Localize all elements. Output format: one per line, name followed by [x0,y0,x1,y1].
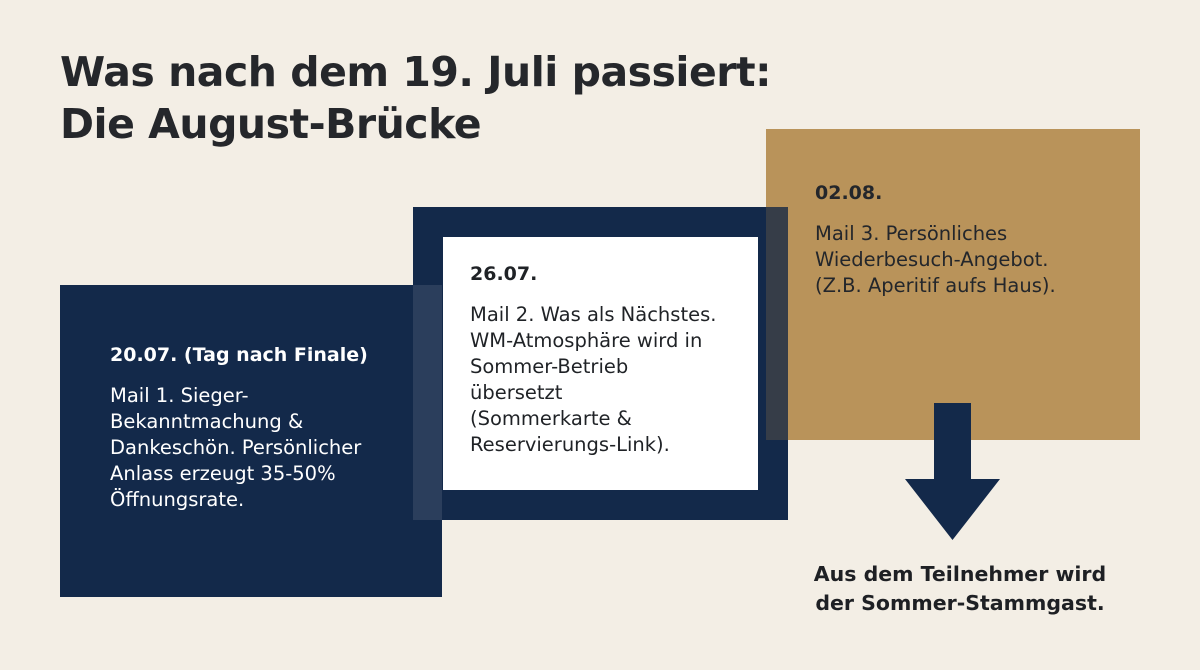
page-title-line-2: Die August-Brücke [60,100,482,148]
step-3-text: Mail 3. Persönliches Wiederbesuch-Angebo… [815,221,1120,299]
step-2-text-line: Sommer-Betrieb [470,355,629,378]
page-title: Was nach dem 19. Juli passiert: Die Augu… [60,46,772,150]
step-1-text-line: Bekanntmachung & [110,410,304,433]
step-box-3: 02.08. Mail 3. Persönliches Wiederbesuch… [766,129,1140,440]
step-2-text-line: WM-Atmosphäre wird in [470,329,703,352]
step-1-text: Mail 1. Sieger- Bekanntmachung & Dankesc… [110,383,422,513]
arrow-down-icon-shape [905,403,1000,540]
step-1-date: 20.07. (Tag nach Finale) [110,344,368,366]
step-1-text-line: Öffnungsrate. [110,488,245,511]
page-title-line-1: Was nach dem 19. Juli passiert: [60,48,772,96]
step-2-text-line: Mail 2. Was als Nächstes. [470,303,717,326]
conclusion-line-1: Aus dem Teilnehmer wird [813,562,1107,586]
step-1-text-line: Dankeschön. Persönlicher [110,436,362,459]
step-2-text-line: Reservierungs-Link). [470,433,670,456]
conclusion-line-2: der Sommer-Stammgast. [815,591,1105,615]
step-1-text-line: Mail 1. Sieger- [110,384,249,407]
step-2-text-line: übersetzt [470,381,563,404]
step-box-2: 26.07. Mail 2. Was als Nächstes. WM-Atmo… [413,207,788,520]
conclusion-text: Aus dem Teilnehmer wird der Sommer-Stamm… [780,560,1140,618]
step-2-text-line: (Sommerkarte & [470,407,632,430]
arrow-down-icon [905,403,1000,540]
step-2-text: Mail 2. Was als Nächstes. WM-Atmosphäre … [470,302,748,458]
step-3-text-line: (Z.B. Aperitif aufs Haus). [815,274,1056,297]
step-1-text-line: Anlass erzeugt 35-50% [110,462,336,485]
step-3-text-line: Mail 3. Persönliches [815,222,1008,245]
step-3-text-line: Wiederbesuch-Angebot. [815,248,1049,271]
step-2-date: 26.07. [470,263,538,285]
step-box-1: 20.07. (Tag nach Finale) Mail 1. Sieger-… [60,285,442,597]
step-3-date: 02.08. [815,182,883,204]
